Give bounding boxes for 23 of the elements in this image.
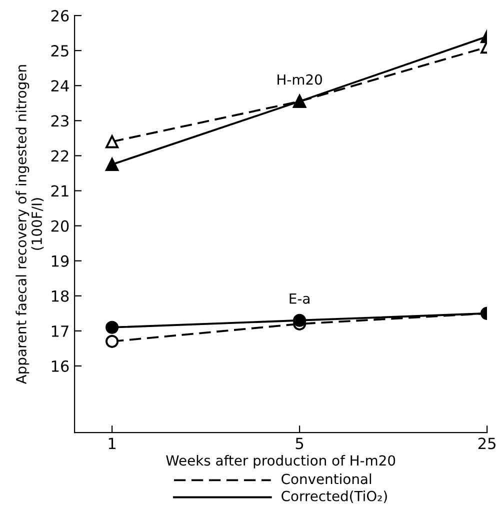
point (106, 320, 119, 334)
y-tick-label: 23 (51, 115, 68, 127)
y-tick-label: 26 (51, 10, 69, 22)
x-tick-label: 1 (108, 438, 116, 449)
annotation: H-m20 (278, 74, 322, 85)
point (106, 158, 119, 171)
y-axis-title: Apparent faecal recovery of ingested nitrogen (100F/I) (16, 65, 44, 384)
y-tick-label: 18 (52, 290, 69, 302)
point (106, 334, 119, 348)
y-tick-label: 16 (52, 360, 69, 372)
text: Conventional (282, 473, 372, 484)
y-tick-label: 17 (52, 326, 68, 337)
x-tick-label: 25 (478, 438, 496, 450)
x-tick-label: 5 (296, 438, 304, 450)
y-tick-label: 19 (52, 255, 69, 267)
y-tick-label: 25 (51, 45, 68, 57)
annotation: E-a (290, 293, 310, 304)
y-tick-label: 21 (51, 185, 68, 197)
y-tick-label: 24 (51, 80, 69, 92)
x-axis-title: Weeks after production of H-m20 (166, 454, 396, 468)
text: Corrected(TiO₂) (282, 490, 387, 503)
y-tick-label: 22 (51, 150, 68, 162)
y-tick-label: 20 (51, 220, 69, 232)
